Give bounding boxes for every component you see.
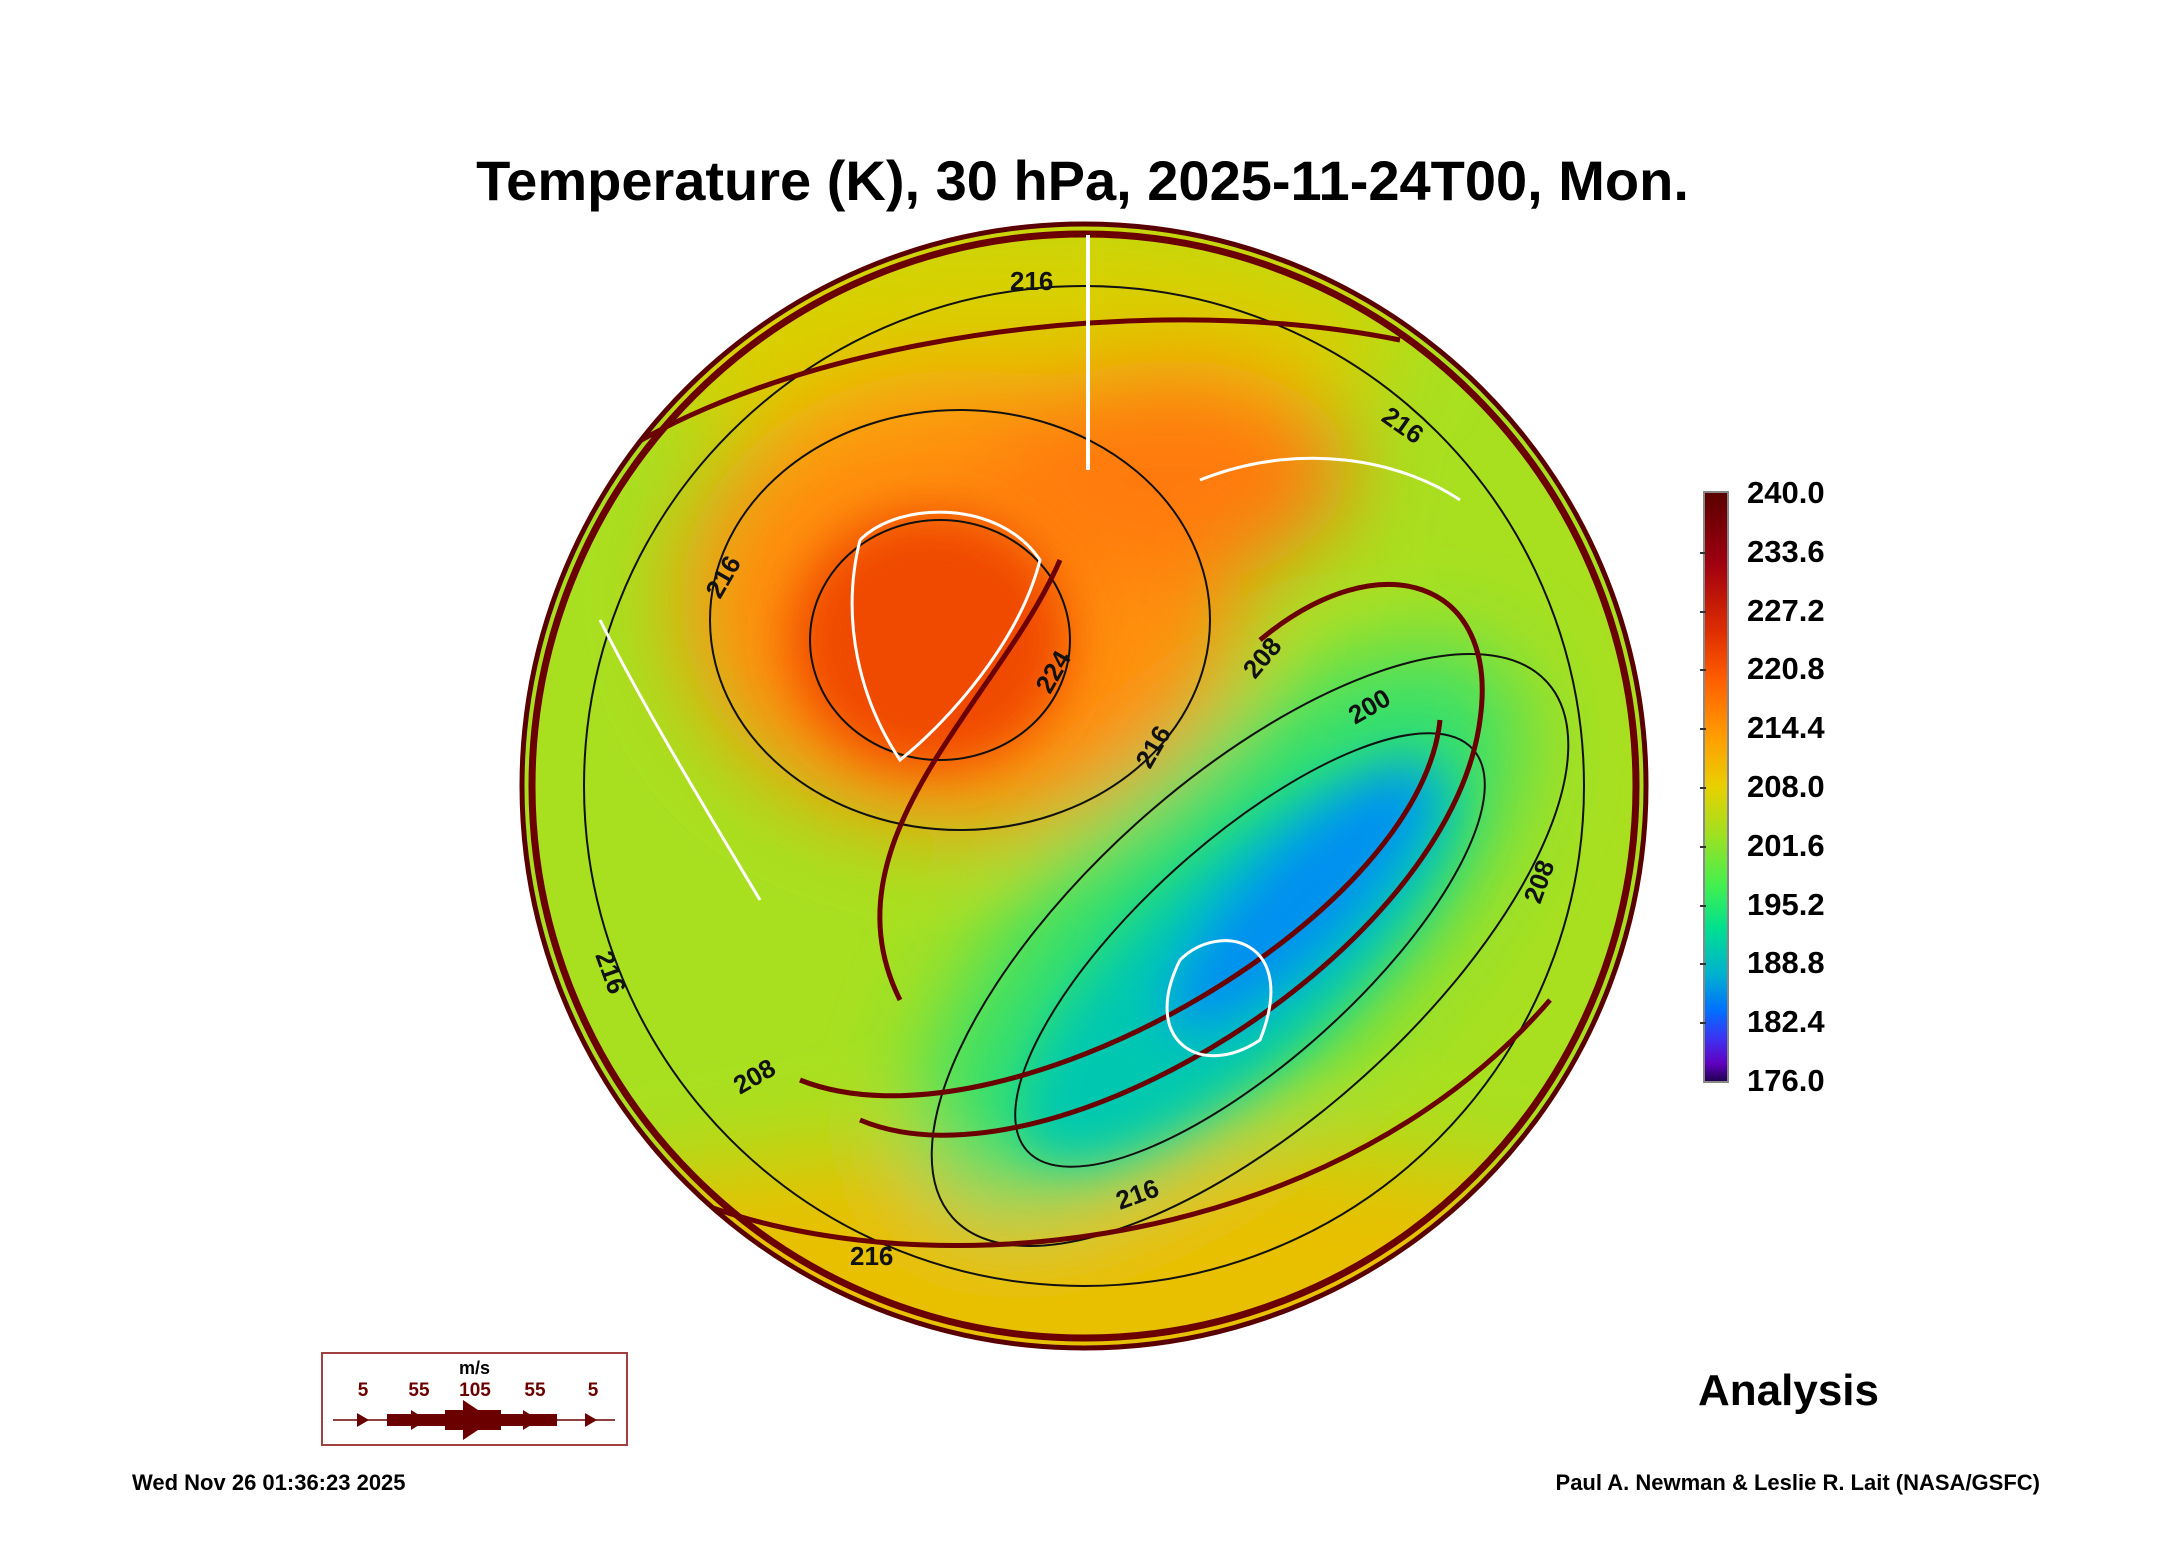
coastlines [598,456,1461,1058]
chart-title: Temperature (K), 30 hPa, 2025-11-24T00, … [476,149,1689,212]
wind-unit: m/s [458,1358,491,1378]
contour-label: 216 [850,1241,893,1271]
credit: Paul A. Newman & Leslie R. Lait (NASA/GS… [1555,1470,2040,1495]
colorbar-tick-label: 182.4 [1747,1004,1825,1040]
colorbar-tick-label: 214.4 [1747,710,1825,746]
colorbar-tick-label: 195.2 [1747,886,1825,922]
colorbar-tick [1700,904,1706,907]
wind-speed-legend: m/s 5 55 105 55 5 [321,1352,628,1446]
warm-rim-south [522,1140,1646,1348]
colorbar [1703,491,1729,1083]
analysis-label: Analysis [1698,1366,1879,1415]
colorbar-tick-label: 240.0 [1747,475,1825,510]
colorbar-tick [1700,845,1706,848]
wind-arrow-scale [333,1400,615,1440]
timestamp: Wed Nov 26 01:36:23 2025 [132,1470,406,1495]
colorbar-tick-label: 188.8 [1747,945,1825,981]
wind-value: 55 [524,1380,546,1401]
map-border [519,221,1649,1351]
colorbar-tick-label: 201.6 [1747,827,1825,863]
colorbar-tick-label: 176.0 [1747,1063,1825,1098]
colorbar-tick [1700,669,1706,672]
wind-value: 5 [587,1380,599,1401]
colorbar-tick-label: 233.6 [1747,533,1825,569]
warm-core [790,510,1070,770]
wind-value: 55 [408,1380,430,1401]
colorbar-tick [1700,787,1706,789]
colorbar-tick-label: 208.0 [1747,769,1825,804]
colorbar-tick [1700,1022,1706,1025]
colorbar-tick-label: 220.8 [1747,651,1825,687]
cold-core [1166,766,1434,1034]
wind-value: 5 [357,1380,369,1401]
contour-label: 216 [1010,266,1053,296]
wind-value: 105 [459,1380,491,1401]
colorbar-tick [1700,610,1706,613]
colorbar-tick [1700,551,1706,554]
colorbar-tick [1700,728,1706,731]
colorbar-tick-label: 227.2 [1747,592,1825,628]
colorbar-tick [1700,963,1706,966]
